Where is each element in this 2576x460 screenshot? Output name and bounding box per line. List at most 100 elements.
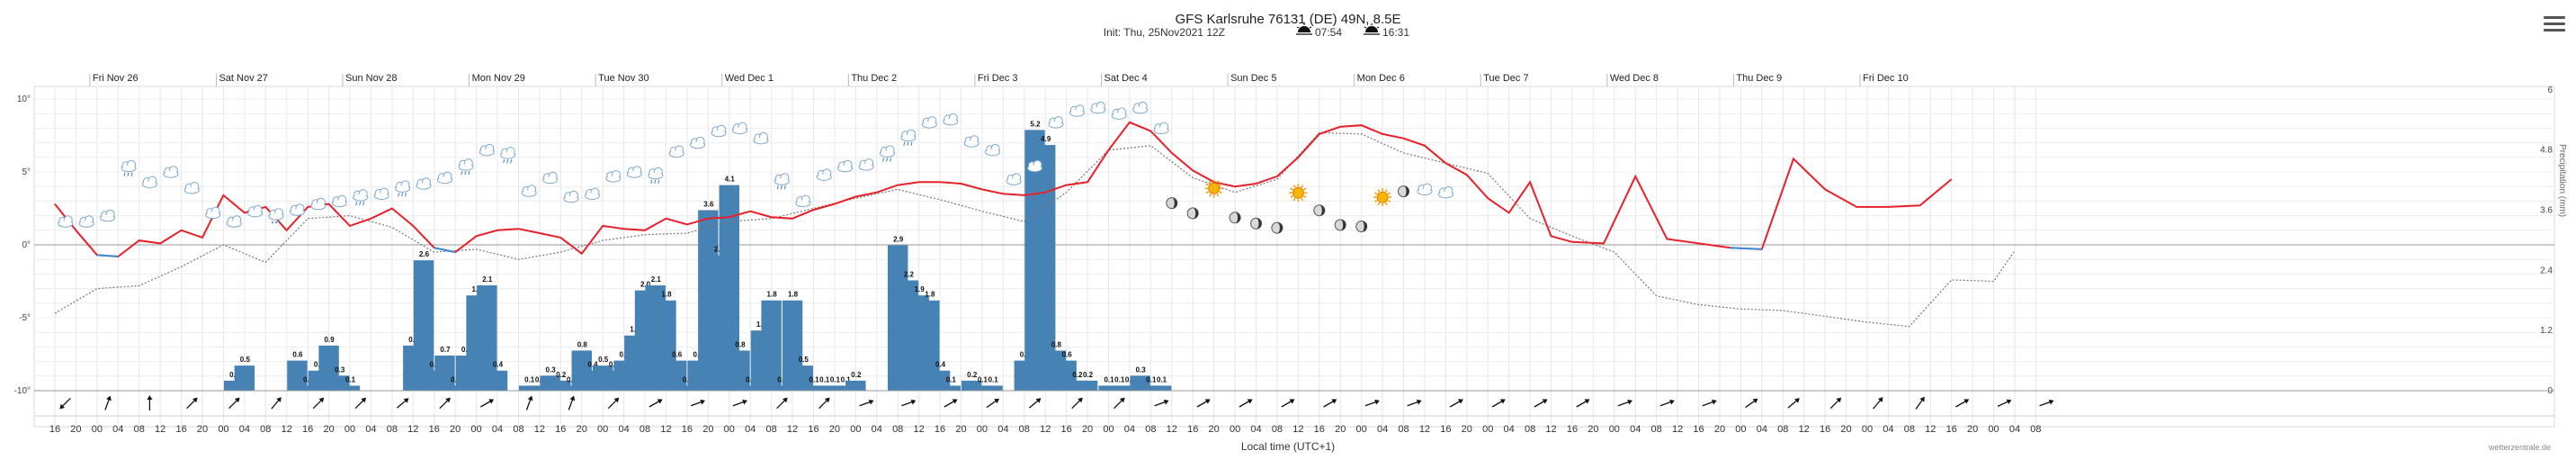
- temperature-line-cold: [1730, 247, 1762, 250]
- hour-label: 16: [302, 424, 313, 435]
- precip-bar: [739, 385, 761, 391]
- hour-label: 20: [1967, 424, 1978, 435]
- cloud-rain-icon: [774, 173, 790, 190]
- wind-arrow-icon: [1955, 399, 1970, 408]
- precip-bar: [1150, 385, 1172, 391]
- day-label: Fri Nov 26: [93, 73, 139, 84]
- hour-label: 00: [1482, 424, 1493, 435]
- hour-label: 20: [197, 424, 208, 435]
- cloud-icon: [247, 204, 264, 218]
- day-label: Tue Nov 30: [598, 73, 648, 84]
- cloud-icon: [711, 124, 727, 138]
- cloud-icon: [1132, 101, 1149, 114]
- cloud-rain-icon: [395, 180, 411, 197]
- precip-value-label: 0.4: [493, 361, 504, 369]
- hour-label: 04: [1883, 424, 1893, 435]
- hour-label: 00: [1735, 424, 1746, 435]
- precip-value-label: 0.2: [556, 371, 567, 379]
- wind-arrow-icon: [1196, 399, 1211, 408]
- sun-icon: [1373, 188, 1392, 207]
- precip-value-label: 1.8: [925, 291, 935, 299]
- hour-label: 04: [492, 424, 503, 435]
- cloud-icon: [289, 203, 305, 216]
- hour-label: 12: [155, 424, 165, 435]
- cloud-icon: [816, 168, 832, 181]
- wind-arrow-icon: [1617, 399, 1632, 407]
- hour-label: 16: [682, 424, 693, 435]
- dewpoint-line: [54, 131, 2016, 328]
- precip-value-label: 2.1: [482, 275, 493, 284]
- wind-arrow-icon: [271, 397, 282, 410]
- precip-value-label: 1.9: [915, 285, 926, 293]
- cloud-icon: [163, 166, 179, 178]
- hour-label: 12: [282, 424, 292, 435]
- hour-labels: 16 20 00 04 08 12 16 20 00 04 08 12 16 20 00 04 08 12 16 20…: [34, 415, 2554, 435]
- precip-value-label: 0.6: [292, 351, 303, 359]
- day-label: Thu Dec 2: [851, 73, 897, 84]
- precip-bar: [919, 300, 940, 391]
- wind-arrow-icon: [859, 399, 874, 407]
- hamburger-menu-icon[interactable]: [2542, 13, 2567, 34]
- precip-bar: [297, 385, 318, 391]
- right-tick-label: 1.2: [2540, 326, 2553, 336]
- precip-bar: [666, 360, 687, 391]
- hour-label: 12: [660, 424, 671, 435]
- sunset-icon: [1364, 23, 1380, 35]
- hour-label: 04: [1124, 424, 1135, 435]
- wind-arrow-icon: [354, 397, 367, 410]
- precip-value-label: 5.2: [1030, 120, 1041, 128]
- precip-bar: [676, 385, 698, 391]
- moon-icon: [1229, 212, 1241, 224]
- precip-bar: [487, 370, 508, 391]
- precip-value-label: 1.8: [767, 291, 778, 299]
- wind-arrow-icon: [1364, 399, 1380, 407]
- hour-label: 20: [702, 424, 713, 435]
- precip-value-label: 0.5: [799, 356, 809, 364]
- precip-bar: [234, 365, 255, 391]
- moon-icon: [1313, 204, 1326, 217]
- sunrise-time: 07:54: [1315, 26, 1342, 39]
- cloud-icon: [1153, 122, 1169, 135]
- wind-arrow-icon: [104, 395, 112, 410]
- wind-arrow-icon: [607, 397, 620, 410]
- left-tick-label: 5°: [22, 167, 31, 177]
- moon-icon: [1186, 207, 1199, 220]
- hour-label: 00: [1862, 424, 1873, 435]
- precip-bar: [518, 385, 540, 391]
- cloud-icon: [668, 145, 684, 158]
- cloud-icon: [943, 113, 959, 126]
- precip-bar: [803, 385, 824, 391]
- hour-label: 16: [935, 424, 945, 435]
- precip-value-label: 0.1: [978, 375, 988, 383]
- day-label: Wed Dec 1: [725, 73, 774, 84]
- hour-label: 12: [1292, 424, 1303, 435]
- precip-bar: [940, 385, 961, 391]
- precip-value-label: 0.3: [546, 365, 557, 374]
- hour-label: 00: [218, 424, 228, 435]
- cloud-icon: [837, 159, 854, 173]
- hour-label: 08: [892, 424, 903, 435]
- precip-bar: [835, 385, 855, 391]
- precip-value-label: 0.1: [819, 375, 830, 383]
- weather-icons: [58, 101, 1453, 234]
- precip-value-label: 0.2: [851, 371, 862, 379]
- cloud-icon: [521, 185, 537, 197]
- day-label: Sun Dec 5: [1230, 73, 1276, 84]
- hour-label: 00: [850, 424, 861, 435]
- cloud-icon: [921, 116, 937, 129]
- precip-value-label: 1.8: [788, 291, 799, 299]
- hour-label: 08: [1777, 424, 1788, 435]
- left-axis: 10° 5° 0° -5° -10°: [14, 95, 31, 396]
- wind-arrow-icon: [1114, 397, 1125, 410]
- hour-label: 20: [1335, 424, 1346, 435]
- cloud-icon: [1069, 104, 1085, 117]
- hour-label: 08: [134, 424, 145, 435]
- wind-arrow-icon: [59, 397, 71, 410]
- hour-label: 16: [175, 424, 186, 435]
- temperature-line-cold: [96, 254, 119, 257]
- precip-value-label: 0.3: [335, 365, 345, 374]
- wind-arrow-icon: [397, 398, 409, 409]
- cloud-icon: [1437, 185, 1453, 199]
- precip-value-label: 0.1: [524, 375, 535, 383]
- hour-label: 04: [997, 424, 1008, 435]
